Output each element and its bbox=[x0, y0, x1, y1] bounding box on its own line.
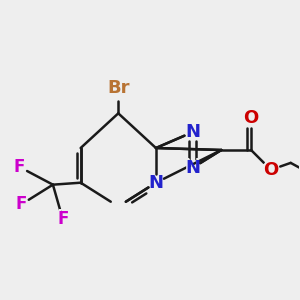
Text: F: F bbox=[13, 157, 25, 177]
Text: N: N bbox=[148, 173, 164, 193]
Text: N: N bbox=[184, 158, 201, 178]
Text: F: F bbox=[14, 158, 25, 176]
Text: Br: Br bbox=[106, 78, 130, 98]
Text: O: O bbox=[242, 108, 260, 128]
Text: N: N bbox=[185, 123, 200, 141]
Text: N: N bbox=[185, 159, 200, 177]
Text: F: F bbox=[57, 210, 68, 228]
Text: N: N bbox=[184, 122, 201, 142]
Text: F: F bbox=[16, 196, 27, 214]
Text: F: F bbox=[15, 194, 27, 214]
Text: O: O bbox=[262, 160, 280, 180]
Text: N: N bbox=[148, 174, 164, 192]
Text: O: O bbox=[263, 161, 278, 179]
Text: O: O bbox=[243, 109, 259, 127]
Text: Br: Br bbox=[107, 79, 130, 97]
Text: F: F bbox=[57, 209, 69, 230]
